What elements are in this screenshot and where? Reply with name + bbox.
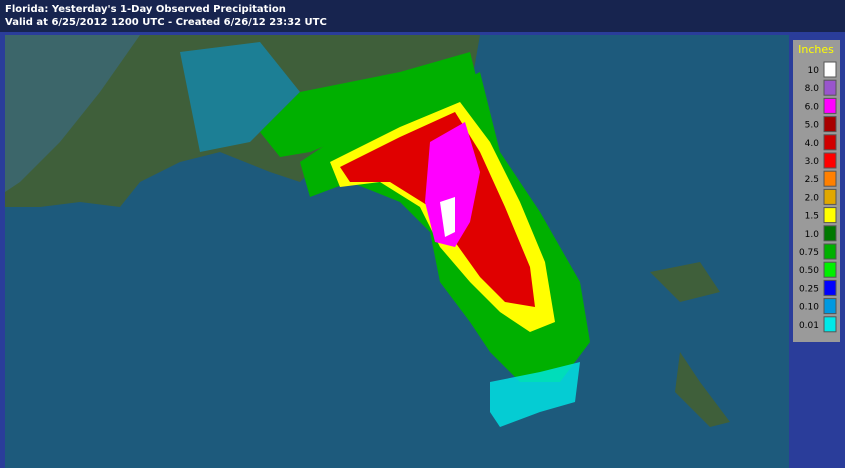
- rain-extreme: [425, 122, 480, 247]
- legend-swatch: [823, 188, 837, 205]
- legend-label: 0.01: [799, 321, 819, 331]
- legend-swatch: [823, 61, 837, 78]
- subtitle: Valid at 6/25/2012 1200 UTC - Created 6/…: [5, 17, 327, 28]
- legend-swatch: [823, 261, 837, 278]
- legend-swatch: [823, 207, 837, 224]
- title: Florida: Yesterday's 1-Day Observed Prec…: [5, 4, 286, 15]
- legend-swatch: [823, 152, 837, 169]
- legend-label: 1.0: [805, 230, 820, 240]
- legend-swatch: [823, 243, 837, 260]
- legend-swatch: [823, 298, 837, 315]
- legend-swatch: [823, 79, 837, 96]
- keys: [490, 362, 580, 427]
- legend-swatch: [823, 97, 837, 114]
- rain-light: [180, 42, 300, 152]
- legend: 10 8.0 6.0 5.0 4.0 3.0 2.5 2.0 1.5 1.0 0.75 0.50 0.2…: [799, 61, 837, 333]
- legend-label: 10: [808, 66, 820, 76]
- legend-label: 4.0: [805, 139, 820, 149]
- legend-swatch: [823, 170, 837, 187]
- rain-max: [440, 197, 455, 237]
- legend-label: 3.0: [805, 157, 820, 167]
- rain-light: [5, 35, 140, 192]
- legend-label: 0.50: [799, 266, 819, 276]
- header: Florida: Yesterday's 1-Day Observed Prec…: [0, 0, 845, 32]
- legend-label: 0.10: [799, 303, 819, 313]
- legend-label: 2.5: [805, 175, 819, 185]
- legend-label: 8.0: [805, 84, 820, 94]
- rain-moderate: [260, 52, 480, 157]
- legend-label: 6.0: [805, 102, 820, 112]
- legend-label: 1.5: [805, 212, 819, 222]
- legend-swatch: [823, 225, 837, 242]
- legend-swatch: [823, 116, 837, 133]
- legend-swatch: [823, 316, 837, 333]
- legend-label: 5.0: [805, 121, 820, 131]
- legend-label: 0.25: [799, 284, 819, 294]
- bahamas: [650, 262, 730, 427]
- map: Inches 10 8.0 6.0 5.0 4.0 3.0 2.5 2.0 1.5 1.0 0.75…: [5, 35, 840, 468]
- legend-title: Inches: [798, 43, 834, 56]
- legend-swatch: [823, 279, 837, 296]
- legend-label: 0.75: [799, 248, 819, 258]
- legend-swatch: [823, 134, 837, 151]
- legend-label: 2.0: [805, 193, 820, 203]
